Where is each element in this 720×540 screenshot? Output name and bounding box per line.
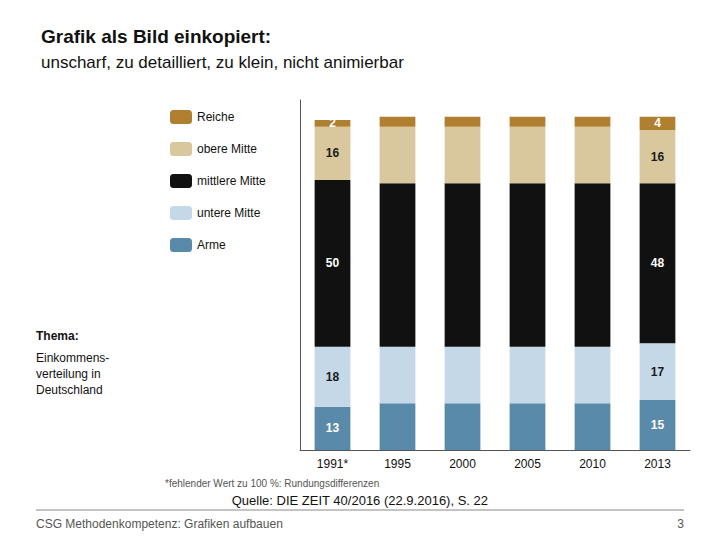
svg-text:*fehlender Wert zu 100 %: Rund: *fehlender Wert zu 100 %: Rundungsdiffer… <box>165 478 379 489</box>
svg-text:1991*: 1991* <box>317 457 349 471</box>
svg-text:2005: 2005 <box>514 457 541 471</box>
svg-text:mittlere Mitte: mittlere Mitte <box>197 174 266 188</box>
svg-text:15: 15 <box>651 418 665 432</box>
svg-text:CSG Methodenkompetenz: Grafike: CSG Methodenkompetenz: Grafiken aufbauen <box>36 517 283 531</box>
svg-text:verteilung in: verteilung in <box>36 367 101 381</box>
svg-text:Arme: Arme <box>197 238 226 252</box>
svg-text:16: 16 <box>326 146 340 160</box>
svg-text:50: 50 <box>326 256 340 270</box>
svg-text:4: 4 <box>654 116 661 130</box>
svg-text:obere Mitte: obere Mitte <box>197 142 257 156</box>
svg-text:17: 17 <box>651 365 665 379</box>
svg-text:48: 48 <box>651 256 665 270</box>
svg-text:16: 16 <box>651 150 665 164</box>
svg-text:2013: 2013 <box>644 457 671 471</box>
svg-text:Quelle: DIE ZEIT 40/2016 (22.9: Quelle: DIE ZEIT 40/2016 (22.9.2016), S.… <box>232 493 488 508</box>
svg-text:13: 13 <box>326 421 340 435</box>
svg-text:unscharf, zu detailliert, zu k: unscharf, zu detailliert, zu klein, nich… <box>41 53 404 72</box>
svg-text:Thema:: Thema: <box>36 329 79 343</box>
svg-text:1995: 1995 <box>384 457 411 471</box>
svg-text:Grafik als Bild einkopiert:: Grafik als Bild einkopiert: <box>41 26 271 47</box>
svg-text:Einkommens-: Einkommens- <box>36 351 109 365</box>
svg-text:18: 18 <box>326 370 340 384</box>
svg-text:2010: 2010 <box>579 457 606 471</box>
svg-text:2000: 2000 <box>449 457 476 471</box>
svg-text:3: 3 <box>677 517 684 531</box>
svg-text:untere Mitte: untere Mitte <box>197 206 261 220</box>
svg-text:Deutschland: Deutschland <box>36 383 103 397</box>
svg-text:2: 2 <box>329 116 336 130</box>
svg-text:Reiche: Reiche <box>197 110 235 124</box>
